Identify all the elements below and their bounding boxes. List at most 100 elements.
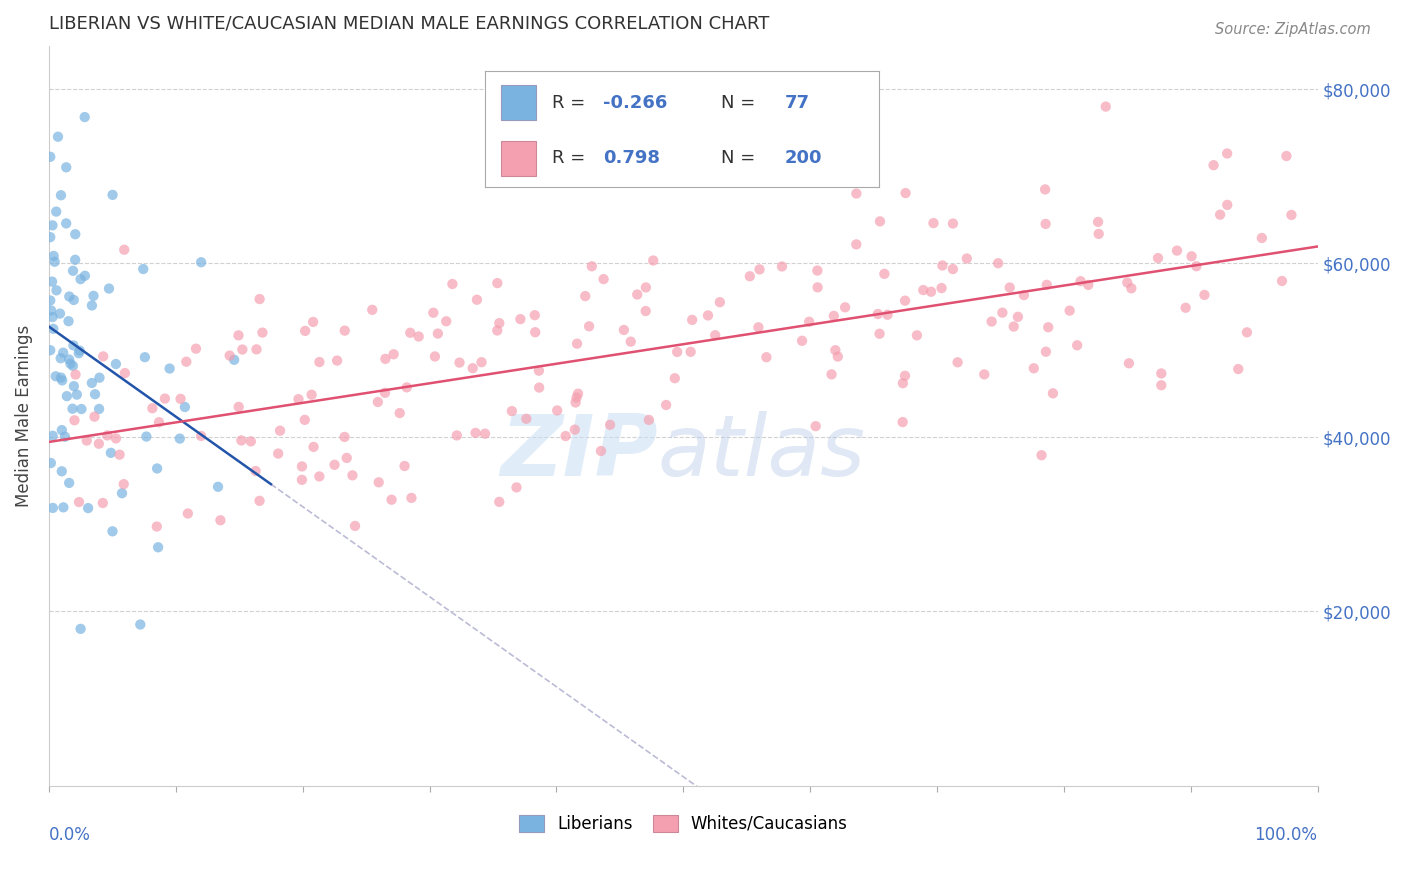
Point xyxy=(58,352,80,367)
Point xyxy=(823,309,845,323)
Point xyxy=(920,285,942,299)
Point xyxy=(49,188,72,202)
Point xyxy=(44,254,66,268)
Point xyxy=(747,320,769,334)
Text: LIBERIAN VS WHITE/CAUCASIAN MEDIAN MALE EARNINGS CORRELATION CHART: LIBERIAN VS WHITE/CAUCASIAN MEDIAN MALE … xyxy=(49,15,769,33)
Point xyxy=(49,351,72,366)
Point xyxy=(83,289,105,303)
Point xyxy=(291,473,314,487)
Point xyxy=(1181,249,1204,263)
Point xyxy=(101,187,124,202)
Point xyxy=(83,409,105,424)
Point xyxy=(129,617,152,632)
Point xyxy=(866,307,889,321)
Point xyxy=(894,293,917,308)
Point xyxy=(987,256,1010,270)
Text: -0.266: -0.266 xyxy=(603,94,668,112)
Point xyxy=(146,519,169,533)
Point xyxy=(1150,367,1173,381)
Point xyxy=(998,280,1021,294)
Point xyxy=(218,349,240,363)
Point xyxy=(104,357,127,371)
Point xyxy=(342,468,364,483)
Point xyxy=(104,431,127,445)
Point xyxy=(581,260,603,274)
Point xyxy=(486,323,509,337)
Point xyxy=(876,308,898,322)
Point xyxy=(931,281,953,295)
Point xyxy=(1281,208,1303,222)
Point xyxy=(426,326,449,341)
Point xyxy=(634,280,657,294)
Point xyxy=(1035,344,1057,359)
Point xyxy=(1033,182,1056,196)
Point xyxy=(77,501,100,516)
Point xyxy=(62,338,84,352)
Text: 0.798: 0.798 xyxy=(603,149,661,168)
Point xyxy=(564,395,586,409)
Point xyxy=(869,326,891,341)
Point xyxy=(382,347,405,361)
Point xyxy=(58,314,80,328)
Point xyxy=(1227,362,1250,376)
Point xyxy=(308,355,330,369)
Point xyxy=(449,355,471,369)
Point xyxy=(401,491,423,505)
Point xyxy=(148,415,170,429)
Point xyxy=(797,315,820,329)
Point xyxy=(45,283,67,297)
Point xyxy=(1036,277,1059,292)
Point xyxy=(51,423,73,437)
Point xyxy=(980,314,1002,328)
Point xyxy=(804,419,827,434)
Point xyxy=(323,458,346,472)
Point xyxy=(63,252,86,267)
Point xyxy=(592,272,614,286)
Point xyxy=(399,326,422,340)
Point xyxy=(486,276,509,290)
Point xyxy=(956,252,979,266)
Point xyxy=(465,293,488,307)
Point xyxy=(336,450,359,465)
Point xyxy=(269,424,291,438)
Point xyxy=(51,464,73,478)
Point xyxy=(267,446,290,460)
Point xyxy=(70,402,93,417)
Point xyxy=(49,307,72,321)
Point xyxy=(100,446,122,460)
Point xyxy=(905,328,928,343)
Y-axis label: Median Male Earnings: Median Male Earnings xyxy=(15,325,32,507)
Point xyxy=(704,328,727,343)
Point xyxy=(434,314,457,328)
Point xyxy=(1209,208,1232,222)
Point xyxy=(41,429,63,443)
Point xyxy=(67,495,90,509)
Point xyxy=(679,344,702,359)
Point xyxy=(1022,361,1045,376)
Point xyxy=(565,336,588,351)
Legend: Liberians, Whites/Caucasians: Liberians, Whites/Caucasians xyxy=(519,814,848,833)
Point xyxy=(1275,149,1298,163)
Point xyxy=(620,334,643,349)
Point xyxy=(55,216,77,230)
Point xyxy=(1236,326,1258,340)
Point xyxy=(367,395,389,409)
Point xyxy=(422,306,444,320)
Point xyxy=(302,315,325,329)
Point xyxy=(574,289,596,303)
Point xyxy=(224,352,246,367)
Point xyxy=(1094,100,1116,114)
Point xyxy=(333,324,356,338)
Point xyxy=(991,306,1014,320)
Point xyxy=(1271,274,1294,288)
Point xyxy=(49,370,72,384)
Point xyxy=(153,392,176,406)
Point xyxy=(394,458,416,473)
Point xyxy=(62,264,84,278)
Point xyxy=(834,301,856,315)
Point xyxy=(134,350,156,364)
Text: 0.0%: 0.0% xyxy=(49,826,91,844)
Point xyxy=(52,345,75,359)
Text: R =: R = xyxy=(553,94,585,112)
Point xyxy=(159,361,181,376)
